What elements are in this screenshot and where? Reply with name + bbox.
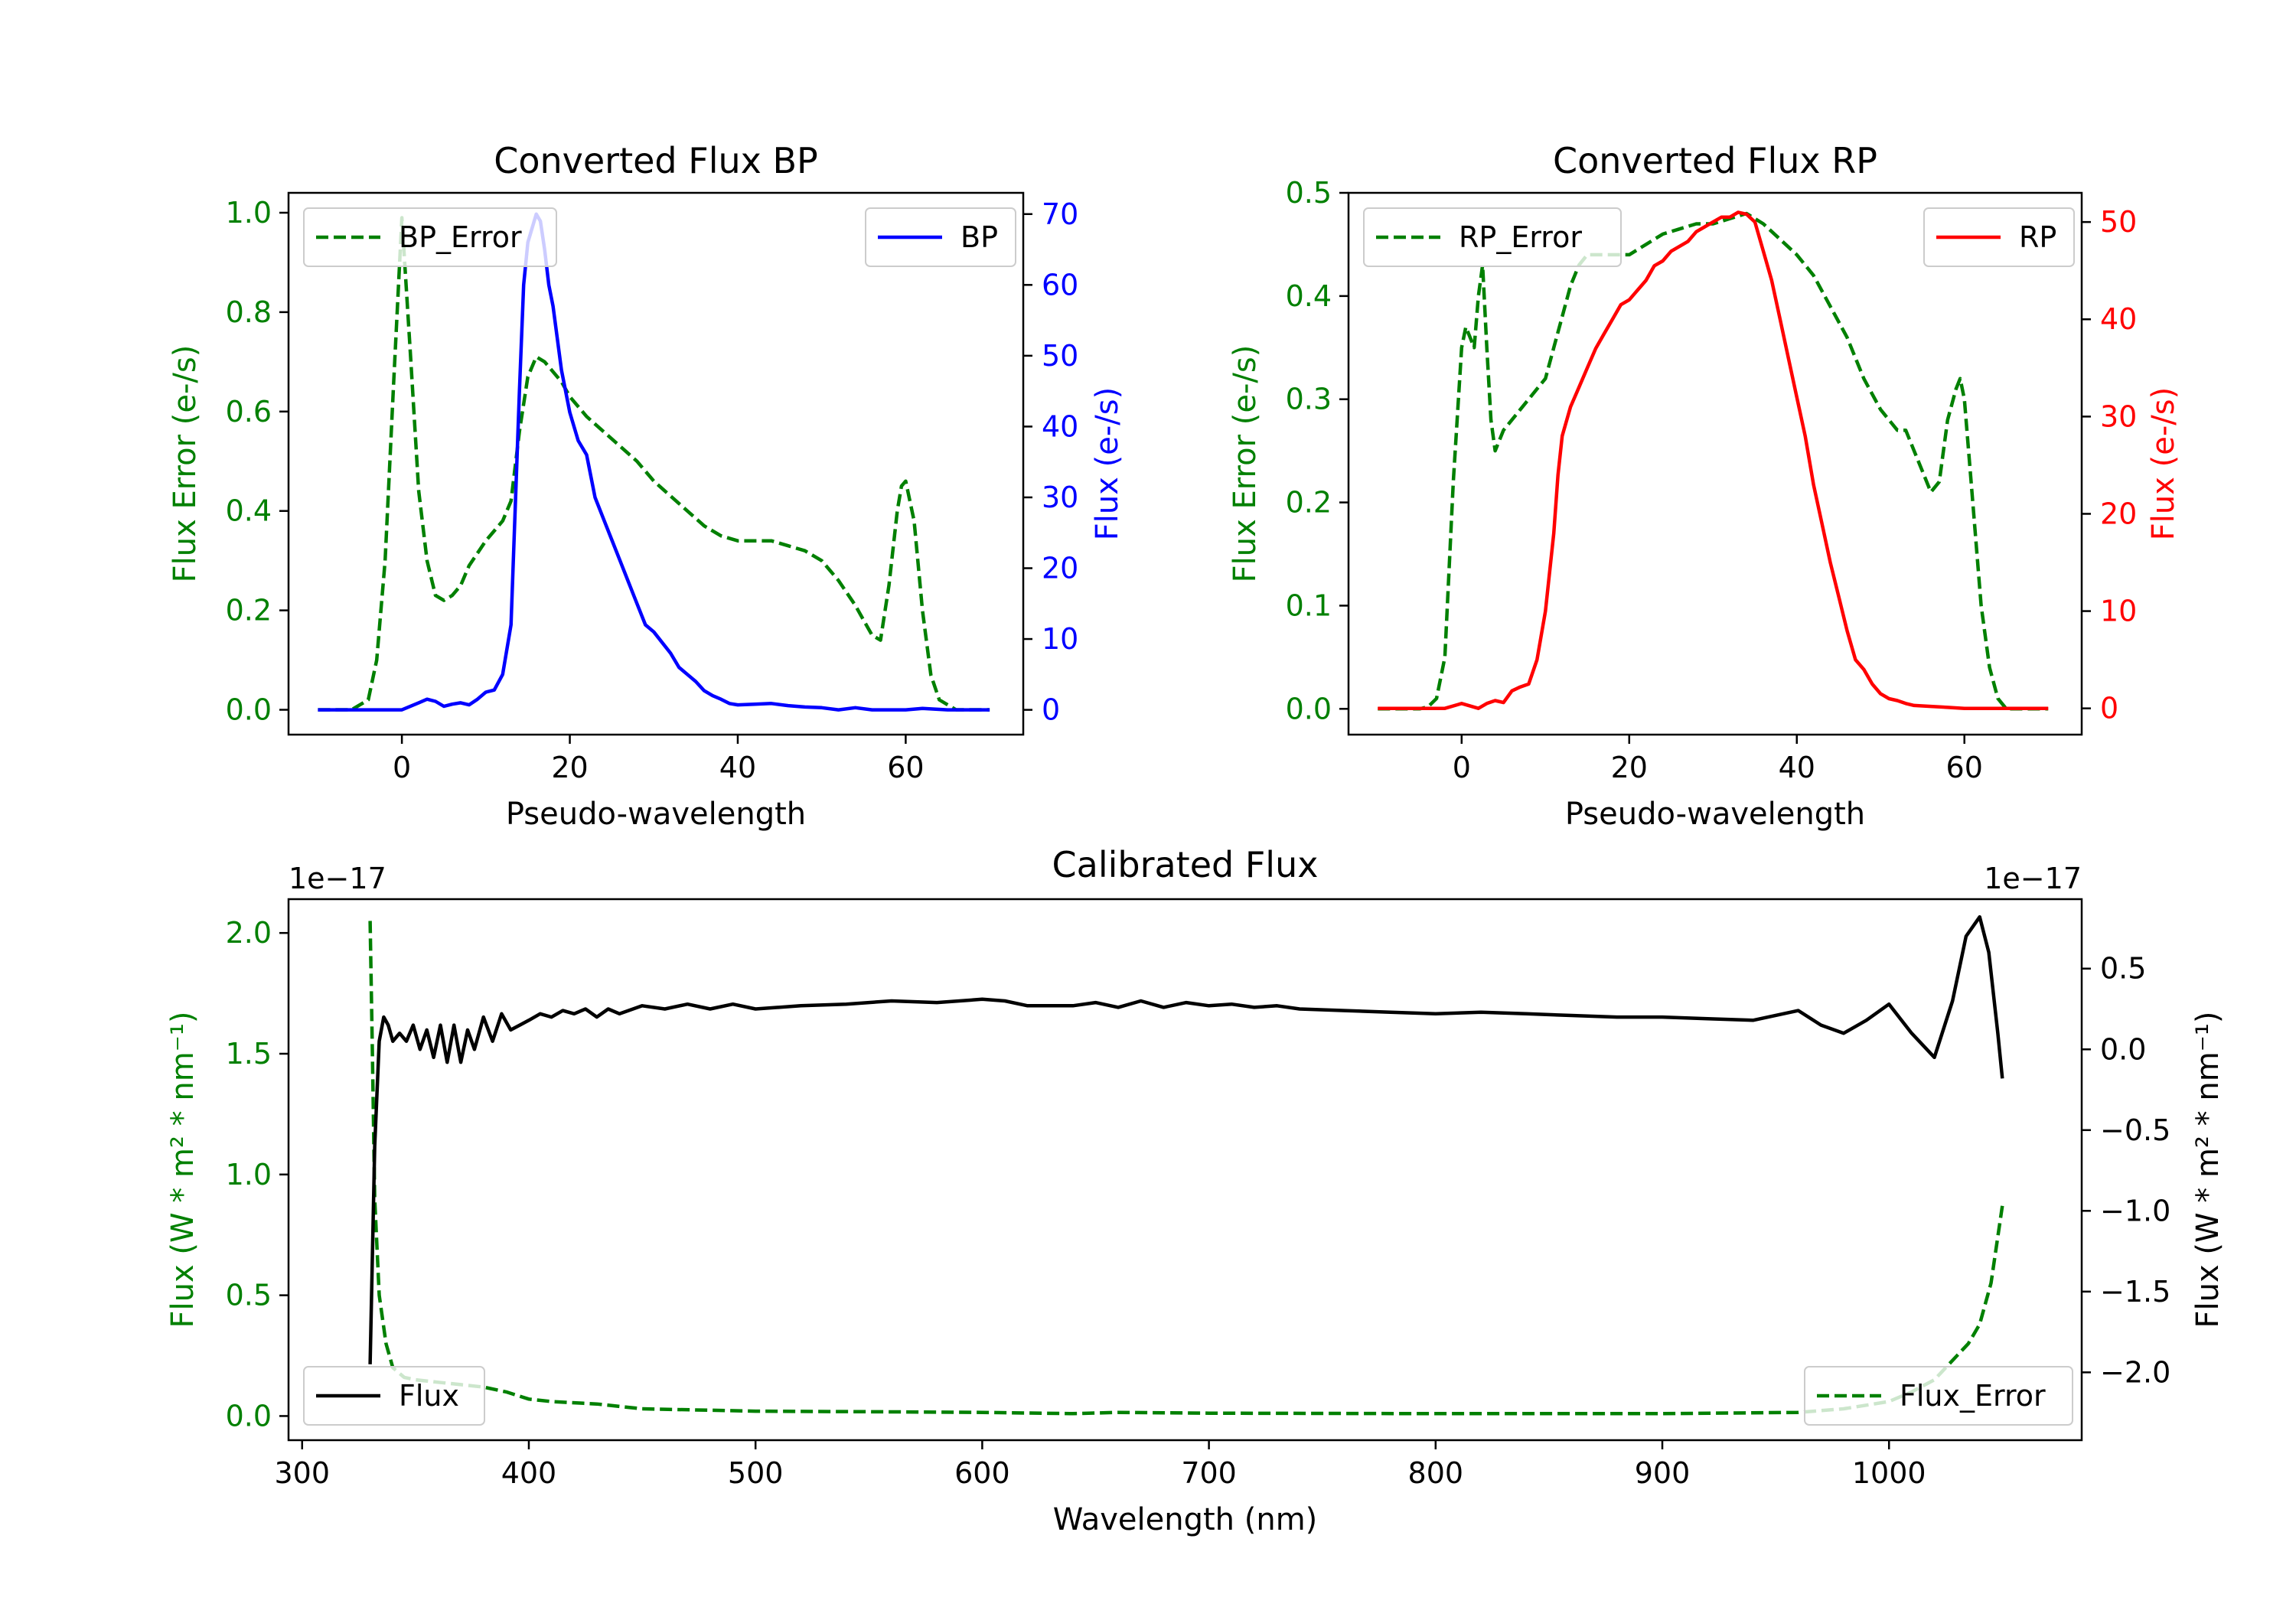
legend-flux: RP (1923, 207, 2075, 267)
x-tick-label: 800 (1408, 1456, 1464, 1490)
y-right-tick-label: 50 (2100, 205, 2137, 239)
y-left-tick-label: 1.0 (226, 1158, 272, 1191)
y-right-tick-label: 0.5 (2100, 952, 2146, 986)
x-axis-label: Pseudo-wavelength (1565, 797, 1865, 832)
y-left-tick-label: 0.5 (1286, 176, 1332, 210)
series-flux (368, 914, 2004, 1364)
legend-error: BP_Error (303, 207, 557, 267)
y-left-tick-label: 1.5 (226, 1037, 272, 1071)
y-right-axis-label: Flux (e-/s) (1090, 387, 1125, 540)
legend-box (1363, 207, 1622, 267)
legend-flux: BP (865, 207, 1016, 267)
x-tick-label: 1000 (1852, 1456, 1926, 1490)
y-left-offset-text: 1e−17 (289, 862, 386, 895)
chart-title: Converted Flux BP (494, 140, 818, 181)
y-right-tick-label: 10 (1042, 622, 1078, 656)
panel-3: 300 400 500 600 700 800 900 1000 0.0 0.5 1.0 1.5 2.0… (165, 844, 2226, 1537)
x-tick-label: 60 (1946, 751, 1983, 784)
y-right-tick-label: 40 (1042, 409, 1078, 443)
legend-label: RP_Error (1459, 220, 1582, 254)
y-right-tick-label: −0.5 (2100, 1113, 2170, 1147)
x-tick-label: 20 (551, 751, 588, 784)
y-right-tick-label: 30 (1042, 481, 1078, 514)
series-rp (1378, 210, 2049, 710)
legend-label: RP (2019, 220, 2056, 254)
x-tick-label: 0 (1453, 751, 1471, 784)
y-right-tick-label: −2.0 (2100, 1355, 2170, 1389)
x-tick-label: 40 (1779, 751, 1815, 784)
axes-frame (287, 191, 1025, 736)
y-right-tick-label: −1.5 (2100, 1275, 2170, 1309)
x-tick-label: 20 (1611, 751, 1648, 784)
y-right-tick-label: 20 (1042, 552, 1078, 585)
chart-title: Calibrated Flux (1052, 844, 1319, 885)
y-right-axis-label: Flux (W * m² * nm⁻¹) (2190, 1012, 2226, 1328)
legend-box (303, 207, 557, 267)
y-right-offset-text: 1e−17 (1984, 862, 2082, 895)
y-right-tick-label: 40 (2100, 302, 2137, 336)
legend-box (303, 1366, 485, 1426)
y-left-axis-label: Flux Error (e-/s) (1228, 345, 1263, 583)
x-axis-label: Wavelength (nm) (1053, 1502, 1318, 1537)
y-right-tick-label: 0.0 (2100, 1032, 2146, 1066)
y-left-axis-label: Flux Error (e-/s) (168, 345, 203, 583)
y-right-tick-label: −1.0 (2100, 1194, 2170, 1227)
y-right-axis-label: Flux (e-/s) (2146, 387, 2181, 540)
y-right-tick-label: 50 (1042, 339, 1078, 373)
y-left-tick-label: 0.5 (226, 1279, 272, 1312)
legend-label: BP (960, 220, 998, 254)
x-tick-label: 60 (887, 751, 924, 784)
y-left-tick-label: 0.4 (1286, 279, 1332, 313)
panel-2: 0 20 40 60 0.0 0.1 0.2 0.3 0.4 0.5 0 10 20 30 40 50 Conv… (1228, 140, 2181, 832)
y-left-tick-label: 0.4 (226, 494, 272, 528)
panel-1: 0 20 40 60 0.0 0.2 0.4 0.6 0.8 1.0 0 10 20 30 40 50 60 70… (168, 140, 1125, 832)
x-tick-label: 40 (719, 751, 756, 784)
x-tick-label: 900 (1635, 1456, 1691, 1490)
y-right-tick-label: 10 (2100, 595, 2137, 628)
y-right-tick-label: 70 (1042, 197, 1078, 231)
x-tick-label: 500 (728, 1456, 784, 1490)
legend-label: BP_Error (399, 220, 522, 254)
x-tick-label: 600 (954, 1456, 1010, 1490)
y-left-tick-label: 0.6 (226, 395, 272, 429)
legend-box (1804, 1366, 2073, 1426)
legend-error: RP_Error (1363, 207, 1622, 267)
legend-flux-error: Flux_Error (1804, 1366, 2073, 1426)
x-tick-label: 300 (275, 1456, 331, 1490)
series-rp-error (1378, 211, 2049, 711)
legend-label: Flux (399, 1379, 459, 1413)
y-left-tick-label: 0.0 (1286, 692, 1332, 725)
x-tick-label: 0 (393, 751, 411, 784)
series-bp (318, 212, 990, 712)
x-tick-label: 700 (1181, 1456, 1237, 1490)
y-right-tick-label: 60 (1042, 268, 1078, 302)
series-bp-error (318, 216, 990, 712)
y-left-tick-label: 0.8 (226, 295, 272, 329)
y-left-tick-label: 0.0 (226, 1399, 272, 1433)
axes-frame (1347, 191, 2083, 736)
y-left-tick-label: 0.3 (1286, 383, 1332, 416)
y-right-tick-label: 0 (1042, 693, 1060, 727)
y-left-axis-label: Flux (W * m² * nm⁻¹) (165, 1012, 201, 1328)
x-axis-label: Pseudo-wavelength (506, 797, 806, 832)
x-tick-label: 400 (501, 1456, 557, 1490)
y-left-tick-label: 1.0 (226, 196, 272, 230)
y-left-tick-label: 2.0 (226, 916, 272, 950)
y-left-tick-label: 0.0 (226, 693, 272, 727)
legend-flux: Flux (303, 1366, 485, 1426)
y-right-tick-label: 20 (2100, 497, 2137, 530)
y-left-tick-label: 0.2 (1286, 486, 1332, 520)
legend-label: Flux_Error (1900, 1379, 2046, 1413)
chart-title: Converted Flux RP (1553, 140, 1877, 181)
axes-frame (287, 898, 2083, 1442)
series-flux-error (368, 921, 2004, 1416)
y-left-tick-label: 0.1 (1286, 588, 1332, 622)
y-right-tick-label: 30 (2100, 399, 2137, 433)
y-left-tick-label: 0.2 (226, 594, 272, 627)
y-right-tick-label: 0 (2100, 692, 2118, 725)
